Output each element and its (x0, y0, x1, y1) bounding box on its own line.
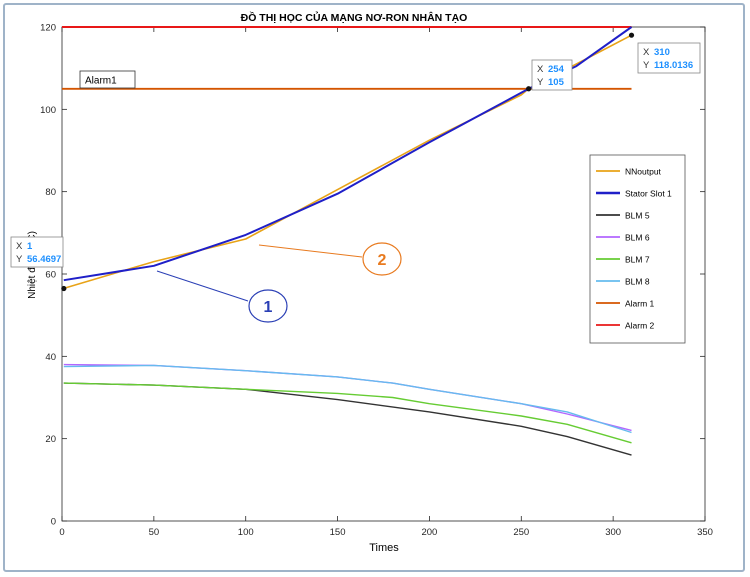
chart-svg: ĐỒ THỊ HỌC CỦA MẠNG NƠ-RON NHÂN TẠO Nhiệ… (10, 11, 713, 554)
legend-label: BLM 7 (625, 255, 650, 265)
datatip-y-value: 105 (548, 77, 565, 88)
x-tick-label: 200 (421, 527, 437, 538)
datatip-y-label: Y (16, 254, 23, 265)
datatip-y-label: Y (537, 77, 544, 88)
datatip: X 1Y 56.4697 (10, 236, 67, 292)
callout-label: 2 (378, 252, 387, 269)
datatip-y-label: Y (643, 60, 650, 71)
legend-label: BLM 5 (625, 211, 650, 221)
x-tick-label: 250 (513, 527, 529, 538)
datatip-x-label: X (643, 47, 650, 58)
callout-circle (248, 289, 288, 323)
y-tick-label: 60 (45, 270, 56, 281)
y-tick-label: 20 (45, 434, 56, 445)
datatip-x-label: X (16, 241, 23, 252)
datatip-marker (628, 32, 635, 38)
datatip-x-value: 310 (654, 47, 670, 58)
series-line-blm-7 (63, 382, 632, 444)
datatip-x-label: X (537, 64, 544, 75)
legend-box (589, 154, 686, 344)
datatip-box (10, 236, 64, 268)
figure-frame: ĐỒ THỊ HỌC CỦA MẠNG NƠ-RON NHÂN TẠO Nhiệ… (3, 3, 745, 572)
x-tick-label: 100 (238, 527, 254, 538)
chart-title: ĐỒ THỊ HỌC CỦA MẠNG NƠ-RON NHÂN TẠO (241, 11, 468, 24)
y-tick-label: 120 (40, 23, 56, 34)
datatip: X 310 Y 118.0136 (628, 32, 701, 74)
x-axis-label: Times (369, 542, 399, 554)
alarm-box (79, 70, 136, 89)
datatip-marker (526, 86, 532, 92)
x-tick-label: 300 (605, 527, 621, 538)
legend-label: BLM 6 (625, 233, 650, 243)
datatip-x-value: 1 (27, 241, 33, 252)
callout-label: 1 (264, 299, 273, 316)
callout-line (156, 270, 249, 302)
x-tick-label: 350 (697, 527, 713, 538)
x-tick-label: 0 (59, 527, 64, 538)
series-layer (62, 26, 633, 456)
legend: NNoutput Stator Slot 1 BLM 5 BLM 6 BLM 7 BLM … (589, 154, 686, 344)
callout-circle (362, 242, 402, 276)
y-tick-label: 80 (45, 187, 56, 198)
alarm-box-label: Alarm1 (85, 76, 117, 87)
datatip: X 254 Y 105 (526, 59, 573, 92)
x-tick-label: 50 (149, 527, 160, 538)
legend-label: Alarm 1 (625, 299, 655, 309)
legend-label: Alarm 2 (625, 321, 655, 331)
legend-label: NNoutput (625, 167, 662, 177)
callout-line (258, 244, 363, 258)
y-tick-label: 40 (45, 352, 56, 363)
y-tick-label: 0 (51, 517, 56, 528)
datatip-box (637, 42, 701, 74)
x-tick-label: 150 (330, 527, 346, 538)
datatip-box (531, 59, 573, 91)
datatip-y-value: 118.0136 (654, 60, 693, 71)
series-line-blm-8 (63, 364, 632, 434)
datatip-y-value: 56.4697 (27, 254, 61, 265)
y-tick-label: 100 (40, 105, 56, 116)
datatip-x-value: 254 (548, 64, 565, 75)
legend-label: BLM 8 (625, 277, 650, 287)
legend-label: Stator Slot 1 (625, 189, 672, 199)
datatip-marker (61, 285, 67, 292)
